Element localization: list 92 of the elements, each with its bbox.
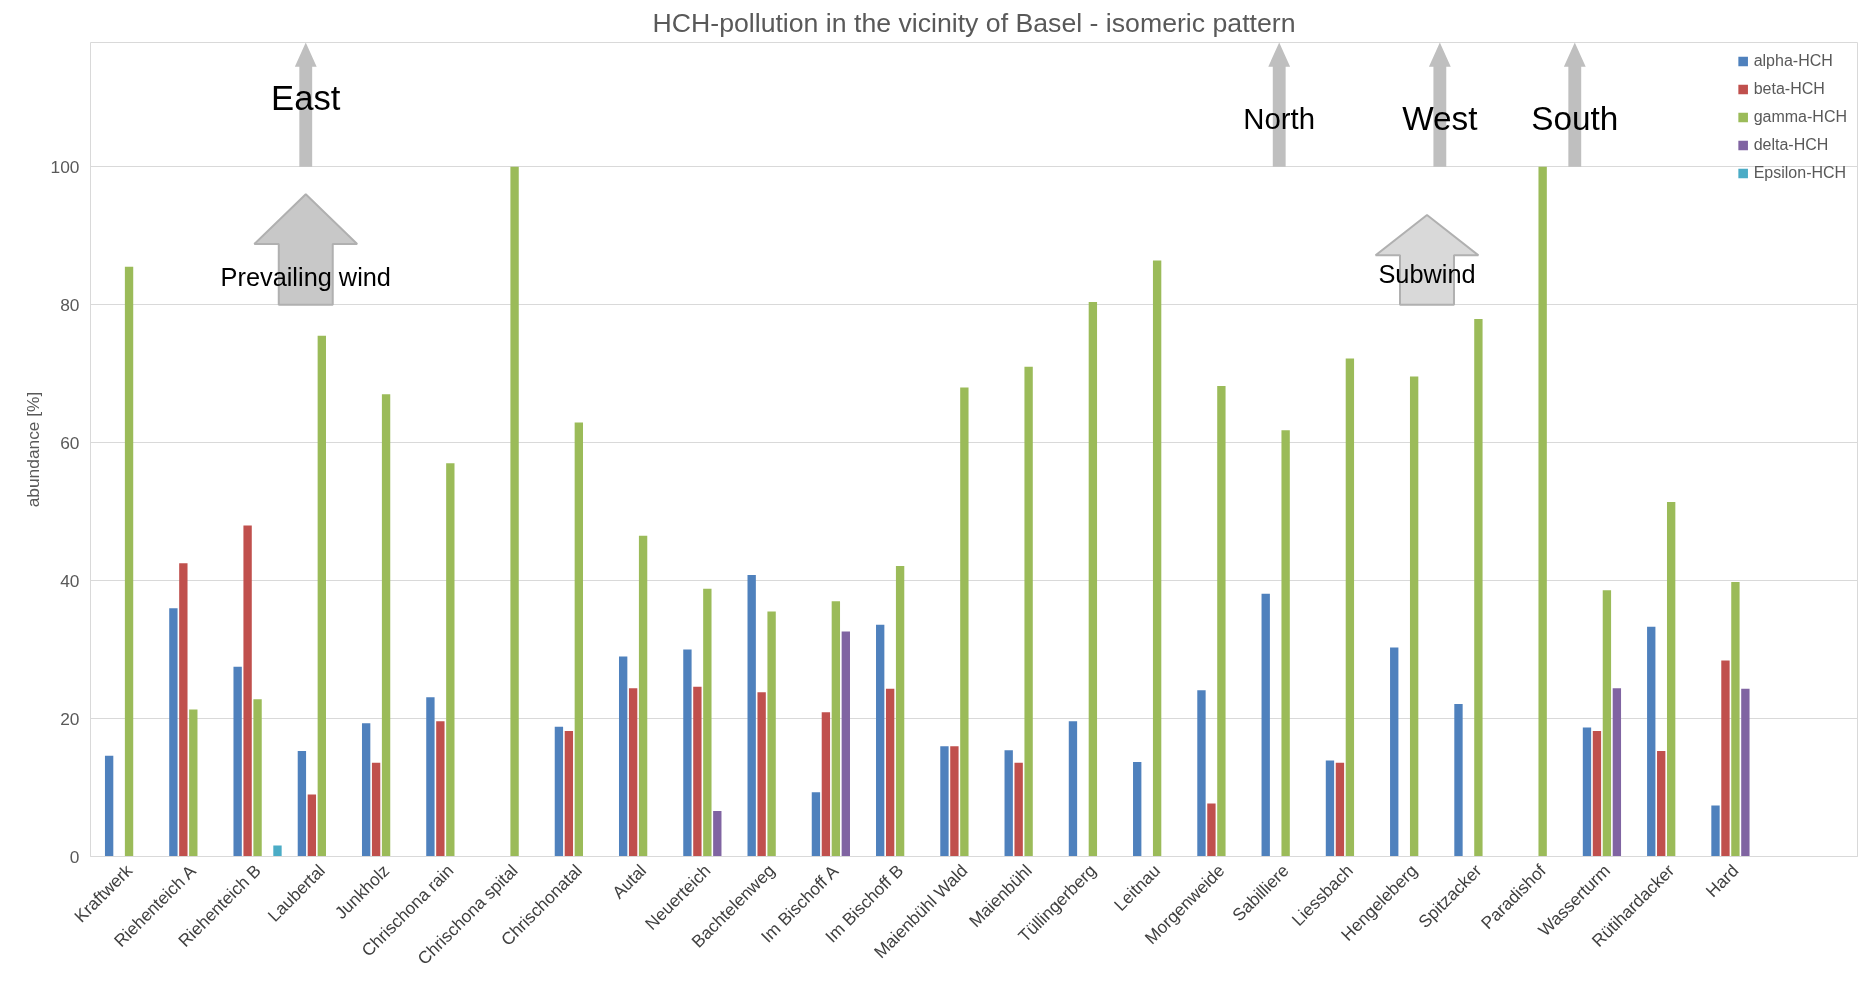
bar (1261, 593, 1270, 857)
legend-label: Epsilon-HCH (1753, 164, 1847, 182)
bar (179, 563, 188, 857)
y-tick-label: 100 (50, 156, 80, 177)
bar (554, 726, 564, 857)
bar (703, 588, 712, 857)
bar (233, 666, 242, 857)
bar (885, 688, 895, 857)
bar (1666, 501, 1676, 857)
bar (1207, 803, 1216, 857)
bar (1281, 430, 1290, 857)
bar (1345, 358, 1355, 857)
bar (1731, 581, 1740, 857)
bar (767, 611, 776, 857)
bar (628, 688, 638, 857)
bar (895, 566, 905, 857)
bar (273, 845, 282, 857)
bar (446, 463, 455, 857)
legend-label: gamma-HCH (1753, 108, 1847, 126)
bar (243, 525, 252, 857)
bar (1657, 750, 1666, 857)
bar (950, 746, 959, 857)
bar (1217, 386, 1226, 857)
bar (747, 575, 756, 857)
bar (821, 712, 831, 857)
bar (940, 746, 949, 857)
bar (307, 794, 317, 857)
bar (1088, 301, 1098, 857)
bar (1592, 730, 1602, 857)
annotation: West (1402, 99, 1479, 137)
bar (1409, 376, 1419, 857)
bar (169, 608, 178, 857)
bar (1721, 660, 1730, 857)
bar (124, 266, 134, 857)
bar (841, 631, 850, 857)
bar (1647, 626, 1656, 857)
annotation: East (271, 78, 341, 117)
bar (1582, 727, 1592, 857)
bar (960, 387, 969, 857)
bar (361, 723, 371, 857)
legend-label: delta-HCH (1753, 136, 1829, 154)
bar (1711, 805, 1720, 857)
y-tick-label: 20 (60, 708, 80, 729)
bar (1474, 319, 1483, 857)
bar (574, 422, 584, 857)
bar (1133, 761, 1142, 857)
bar (1068, 721, 1078, 857)
annotation: North (1243, 101, 1316, 135)
bar (1454, 704, 1463, 857)
bar (510, 166, 519, 857)
bar (253, 699, 262, 857)
bar (1004, 750, 1013, 857)
bar (104, 755, 114, 857)
bar (1014, 762, 1023, 857)
bar (371, 762, 381, 857)
bar (1612, 688, 1622, 857)
bar (1024, 366, 1033, 857)
bar (1538, 166, 1547, 857)
bar (757, 692, 766, 857)
bar (693, 686, 702, 857)
bar (426, 697, 435, 857)
bar (189, 709, 198, 857)
bar (1602, 590, 1612, 857)
bar (638, 535, 648, 857)
bar (1325, 760, 1335, 857)
bar (1197, 690, 1206, 857)
bar (1741, 688, 1750, 857)
y-tick-label: 60 (60, 432, 80, 453)
legend-label: alpha-HCH (1753, 52, 1833, 70)
bar (618, 656, 628, 857)
bar (436, 721, 445, 857)
bar (297, 750, 307, 857)
legend-label: beta-HCH (1753, 80, 1825, 98)
bar (683, 649, 692, 857)
y-tick-label: 80 (60, 294, 80, 315)
y-tick-label: 40 (60, 570, 80, 591)
bar (564, 730, 574, 857)
bar (1390, 647, 1399, 857)
y-tick-label: 0 (69, 846, 80, 867)
bar (831, 601, 841, 857)
annotation: Subwind (1378, 259, 1476, 288)
bar (381, 394, 391, 857)
bar (1152, 260, 1162, 857)
bar (317, 335, 326, 857)
annotation: Prevailing wind (220, 263, 391, 292)
chart-title: HCH-pollution in the vicinity of Basel - isomeric pattern (652, 7, 1296, 38)
bar (1335, 762, 1345, 857)
bar (811, 792, 821, 857)
bar (876, 624, 885, 857)
y-axis-title: abundance [%] (22, 391, 43, 508)
bar (713, 810, 722, 857)
annotation: South (1531, 99, 1619, 137)
